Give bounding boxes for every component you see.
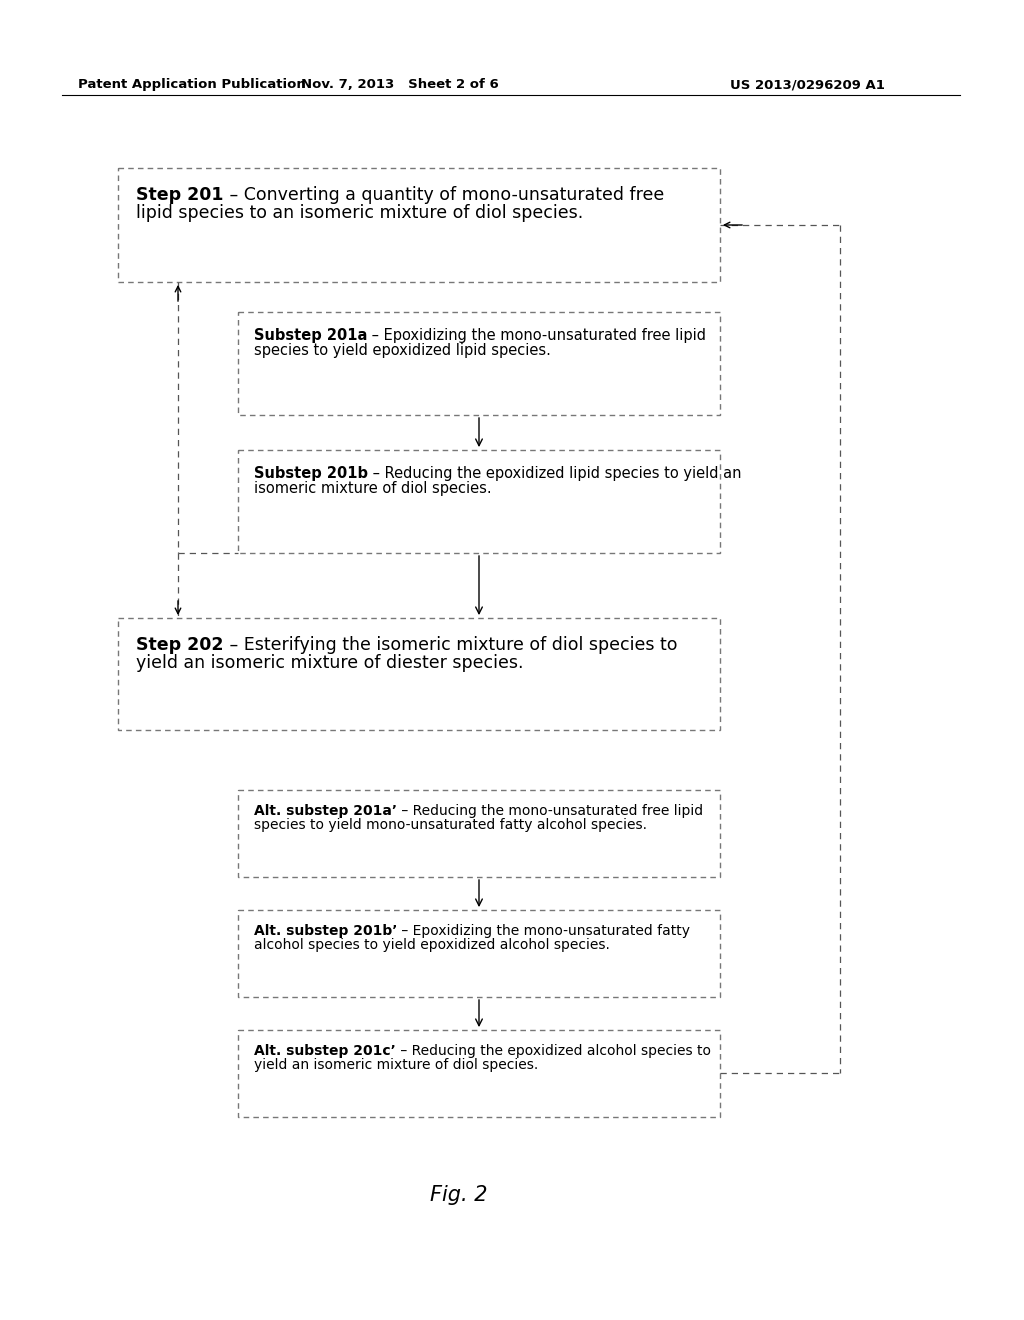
Text: Step 201: Step 201	[136, 186, 223, 205]
Bar	[238, 450, 720, 553]
Text: – Esterifying the isomeric mixture of diol species to: – Esterifying the isomeric mixture of di…	[223, 636, 677, 653]
Text: yield an isomeric mixture of diester species.: yield an isomeric mixture of diester spe…	[136, 655, 523, 672]
Text: Patent Application Publication: Patent Application Publication	[78, 78, 306, 91]
Text: Fig. 2: Fig. 2	[430, 1185, 487, 1205]
Text: species to yield epoxidized lipid species.: species to yield epoxidized lipid specie…	[254, 343, 551, 358]
Text: species to yield mono-unsaturated fatty alcohol species.: species to yield mono-unsaturated fatty …	[254, 818, 647, 833]
Text: Nov. 7, 2013   Sheet 2 of 6: Nov. 7, 2013 Sheet 2 of 6	[301, 78, 499, 91]
Text: yield an isomeric mixture of diol species.: yield an isomeric mixture of diol specie…	[254, 1059, 539, 1072]
Text: isomeric mixture of diol species.: isomeric mixture of diol species.	[254, 482, 492, 496]
Text: Substep 201b: Substep 201b	[254, 466, 368, 480]
Text: Alt. substep 201b’: Alt. substep 201b’	[254, 924, 397, 939]
Bar	[238, 909, 720, 997]
Text: Alt. substep 201a’: Alt. substep 201a’	[254, 804, 397, 818]
Bar	[238, 789, 720, 876]
Text: Step 202: Step 202	[136, 636, 223, 653]
Bar	[118, 618, 720, 730]
Text: – Reducing the epoxidized alcohol species to: – Reducing the epoxidized alcohol specie…	[395, 1044, 711, 1059]
Bar	[238, 1030, 720, 1117]
Text: – Epoxidizing the mono-unsaturated free lipid: – Epoxidizing the mono-unsaturated free …	[368, 327, 707, 343]
Text: lipid species to an isomeric mixture of diol species.: lipid species to an isomeric mixture of …	[136, 205, 584, 222]
Text: Alt. substep 201c’: Alt. substep 201c’	[254, 1044, 395, 1059]
Text: Substep 201a: Substep 201a	[254, 327, 368, 343]
Text: – Epoxidizing the mono-unsaturated fatty: – Epoxidizing the mono-unsaturated fatty	[397, 924, 690, 939]
Text: – Reducing the mono-unsaturated free lipid: – Reducing the mono-unsaturated free lip…	[397, 804, 703, 818]
Text: – Converting a quantity of mono-unsaturated free: – Converting a quantity of mono-unsatura…	[223, 186, 664, 205]
Text: – Reducing the epoxidized lipid species to yield an: – Reducing the epoxidized lipid species …	[368, 466, 741, 480]
Text: US 2013/0296209 A1: US 2013/0296209 A1	[730, 78, 885, 91]
Bar	[238, 312, 720, 414]
Text: alcohol species to yield epoxidized alcohol species.: alcohol species to yield epoxidized alco…	[254, 939, 610, 953]
Bar	[118, 168, 720, 282]
